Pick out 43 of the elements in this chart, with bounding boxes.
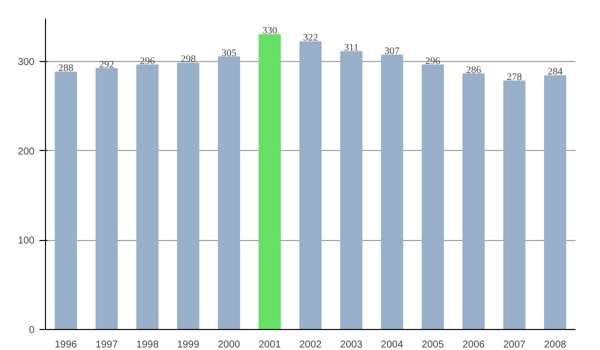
bar (422, 64, 444, 330)
y-tick-label: 100 (18, 236, 35, 247)
x-tick-label: 2003 (340, 340, 363, 350)
bar (218, 56, 240, 330)
x-tick-label: 2006 (462, 340, 486, 350)
y-tick-label: 200 (18, 146, 35, 158)
data-label: 307 (384, 46, 400, 58)
bar (299, 41, 322, 330)
bar (503, 80, 526, 330)
data-label: 284 (548, 66, 563, 78)
data-label: 288 (58, 63, 74, 74)
bar (258, 34, 281, 330)
bar (136, 64, 159, 330)
bar (54, 72, 77, 330)
data-label: 296 (425, 56, 440, 67)
data-label: 298 (180, 54, 196, 66)
data-label: 330 (262, 26, 278, 37)
y-tick-label: 300 (18, 56, 35, 68)
bar (462, 73, 485, 330)
y-tick-label: 0 (28, 325, 35, 336)
data-label: 296 (140, 56, 155, 67)
data-label: 305 (221, 48, 236, 59)
x-tick-label: 2005 (422, 340, 444, 350)
bar (177, 62, 200, 330)
bar (340, 51, 362, 330)
data-label: 292 (99, 60, 114, 71)
data-label: 311 (344, 42, 359, 54)
bar (380, 54, 404, 330)
x-tick-label: 1996 (54, 340, 78, 350)
x-tick-label: 1997 (96, 340, 118, 350)
x-tick-label: 1999 (177, 340, 200, 350)
x-tick-label: 2008 (544, 340, 567, 350)
bar (544, 75, 566, 330)
data-label: 286 (466, 64, 482, 76)
x-tick-label: 2000 (218, 340, 241, 350)
x-tick-label: 1998 (136, 340, 159, 350)
x-tick-label: 2007 (503, 340, 526, 350)
x-tick-label: 2001 (258, 340, 282, 350)
data-label: 322 (303, 32, 318, 44)
x-tick-label: 2004 (380, 340, 404, 350)
bar (96, 68, 118, 330)
x-tick-label: 2002 (299, 340, 322, 350)
data-label: 278 (506, 72, 522, 84)
